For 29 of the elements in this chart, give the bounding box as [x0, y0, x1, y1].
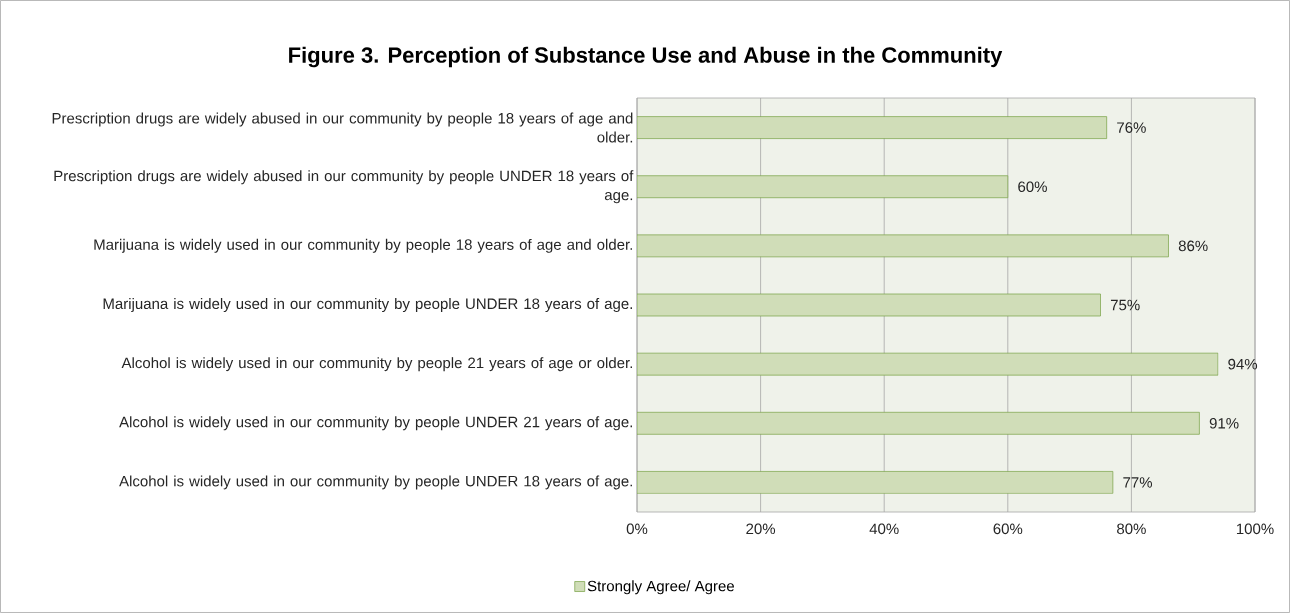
data-label: 94% [1228, 358, 1258, 370]
y-tick-label: Prescription drugs are widely abused in our community by people UNDER 18 years of age. [54, 170, 634, 204]
data-label: 91% [1209, 417, 1239, 429]
legend-label: Strongly Agree/ Agree [587, 580, 734, 595]
bar [637, 116, 1108, 139]
bar [637, 234, 1169, 258]
x-tick-label: 20% [746, 523, 776, 535]
x-tick-label: 60% [993, 523, 1023, 535]
chart-title: Figure 3. Perception of Substance Use and Abuse in the Community [289, 46, 1003, 68]
bar [637, 293, 1101, 317]
bar [637, 411, 1200, 435]
x-tick-label: 40% [869, 523, 899, 535]
data-label: 76% [1117, 122, 1146, 133]
data-label: 60% [1018, 181, 1047, 193]
y-tick-label: Marijuana is widely used in our community by people 18 years of age and older. [94, 238, 632, 253]
y-tick-label: Alcohol is widely used in our community by people 21 years of age or older. [121, 357, 633, 372]
data-label: 77% [1123, 477, 1153, 488]
bar [637, 175, 1009, 199]
x-tick-label: 100% [1236, 523, 1274, 535]
x-tick-label: 80% [1117, 523, 1146, 535]
y-tick-label: Alcohol is widely used in our community by people UNDER 18 years of age. [119, 475, 632, 490]
y-tick-label: Marijuana is widely used in our community by people UNDER 18 years of age. [103, 298, 632, 312]
y-tick-label: Alcohol is widely used in our community by people UNDER 21 years of age. [119, 416, 632, 431]
bar [637, 471, 1114, 494]
data-label: 86% [1178, 240, 1208, 252]
y-tick-label: Prescription drugs are widely abused in our community by people 18 years of age and older. [52, 112, 633, 143]
bar [637, 352, 1219, 376]
x-tick-label: 0% [626, 523, 648, 535]
data-label: 75% [1110, 299, 1140, 311]
